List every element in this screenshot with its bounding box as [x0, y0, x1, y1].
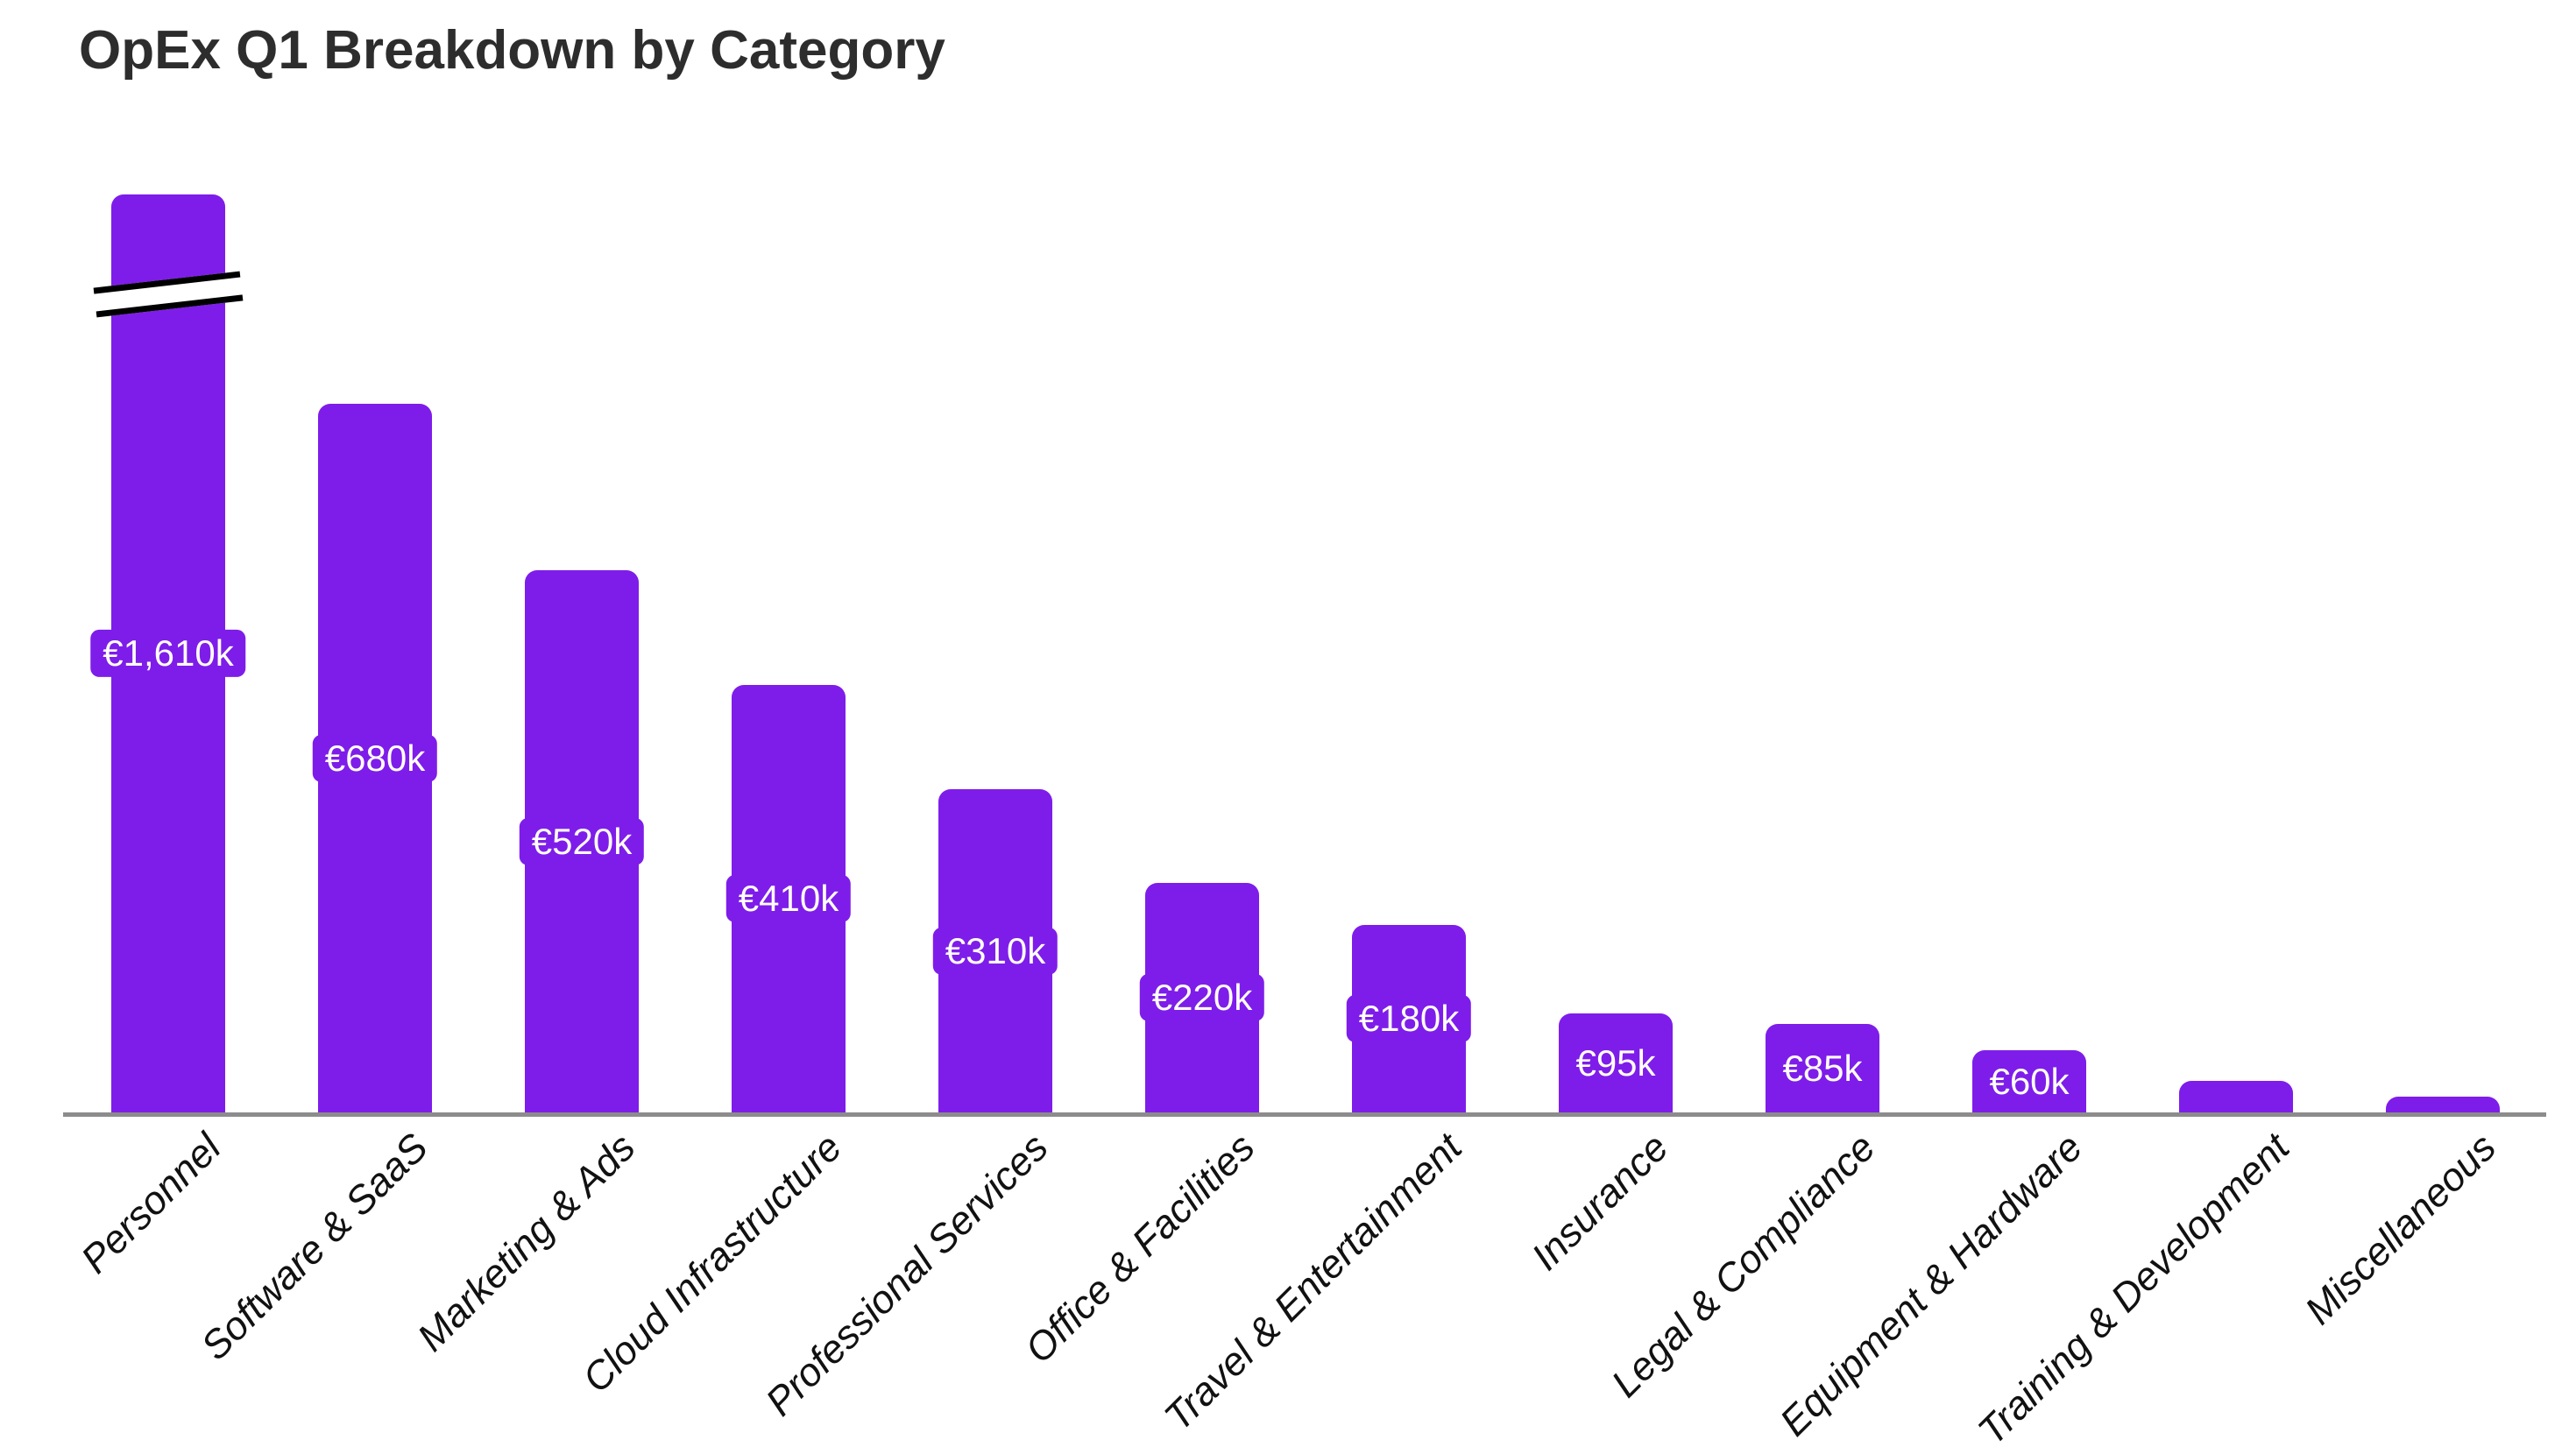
x-tick-label-insurance: Insurance — [1523, 1125, 1678, 1279]
x-tick-label-personnel: Personnel — [72, 1125, 230, 1282]
bar-training-development — [2179, 1081, 2293, 1112]
bar-miscellaneous — [2386, 1097, 2500, 1112]
bar-value-label-legal-compliance: €85k — [1770, 1044, 1875, 1092]
bar-value-label-software-saas: €680k — [312, 734, 438, 782]
bar-value-label-insurance: €95k — [1563, 1039, 1668, 1087]
bar-value-label-equipment-hardware: €60k — [1977, 1057, 2082, 1105]
x-tick-label-marketing-ads: Marketing & Ads — [407, 1125, 644, 1360]
bar-value-label-office-facilities: €220k — [1139, 973, 1265, 1022]
x-tick-label-software-saas: Software & SaaS — [192, 1125, 437, 1369]
bar-value-label-marketing-ads: €520k — [519, 817, 645, 865]
bar-value-label-personnel: €1,610k — [90, 629, 246, 678]
x-axis-line — [63, 1112, 2546, 1117]
x-tick-label-miscellaneous: Miscellaneous — [2296, 1125, 2505, 1333]
bar-value-label-cloud-infrastructure: €410k — [725, 874, 852, 923]
bar-value-label-travel-entertainment: €180k — [1346, 994, 1472, 1043]
chart-title: OpEx Q1 Breakdown by Category — [79, 20, 945, 81]
bar-value-label-professional-services: €310k — [932, 927, 1058, 975]
